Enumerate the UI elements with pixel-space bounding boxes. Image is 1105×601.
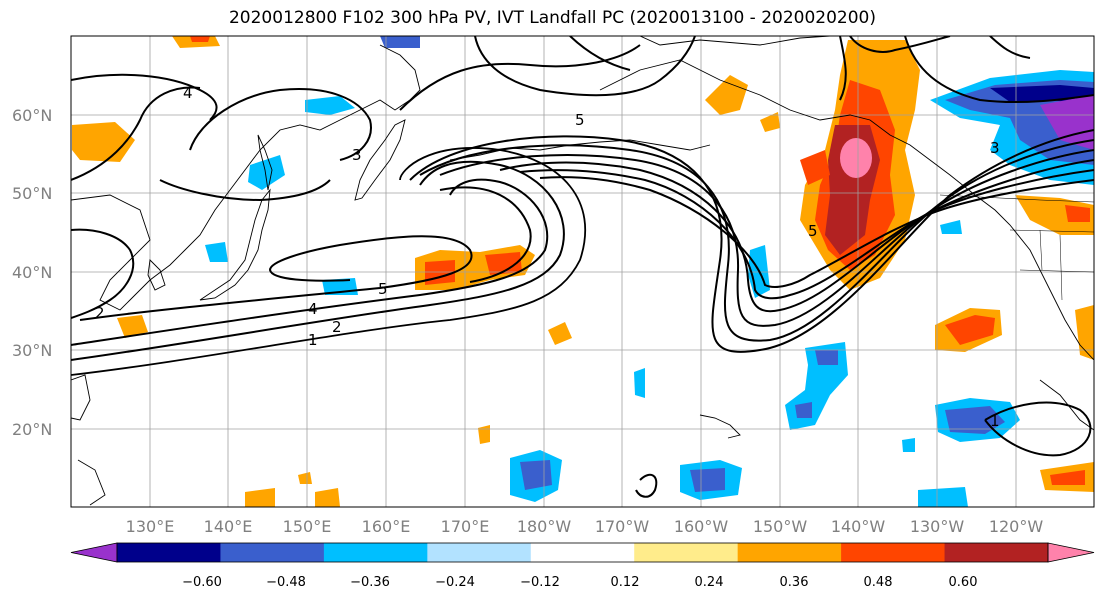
lon-label: 140°W xyxy=(831,517,886,536)
colorbar-tick-label: −0.36 xyxy=(350,575,390,590)
lon-label: 120°W xyxy=(989,517,1044,536)
colorbar-tick-label: 0.12 xyxy=(611,575,640,590)
colorbar xyxy=(70,542,1095,563)
contour-label: 3 xyxy=(352,146,362,164)
contour-label: 5 xyxy=(808,222,818,240)
contour-label: 3 xyxy=(990,139,1000,157)
contour-label: 5 xyxy=(575,111,585,129)
contour-label: 2 xyxy=(95,304,105,322)
colorbar-segment xyxy=(530,543,635,562)
hawaii xyxy=(699,414,741,439)
colorbar-extend-low xyxy=(70,542,118,563)
contour-label: 5 xyxy=(378,280,388,298)
aleutians xyxy=(449,139,711,161)
mexico xyxy=(1039,379,1094,431)
lon-label: 180°W xyxy=(517,517,572,536)
colorbar-frame xyxy=(116,542,1049,563)
lon-label: 170°W xyxy=(595,517,650,536)
colorbar-tick-label: −0.24 xyxy=(435,575,475,590)
colorbar-segment xyxy=(634,543,739,562)
sakhalin xyxy=(257,134,273,191)
map-plot-area: 4 3 5 5 4 2 1 2 5 3 1 xyxy=(71,36,1094,507)
lon-label: 160°W xyxy=(674,517,729,536)
lon-label: 150°E xyxy=(283,517,332,536)
contour-label: 4 xyxy=(183,84,193,102)
graticule xyxy=(71,36,1094,507)
alaska-coast xyxy=(599,59,1094,361)
colorbar-segment xyxy=(944,543,1049,562)
lat-label: 30°N xyxy=(12,341,52,360)
contour-label: 1 xyxy=(990,412,1000,430)
colorbar-segment xyxy=(220,543,325,562)
lat-label: 20°N xyxy=(12,420,52,439)
lon-label: 160°E xyxy=(362,517,411,536)
lat-label: 60°N xyxy=(12,106,52,125)
lon-label: 150°W xyxy=(753,517,808,536)
colorbar-tick-label: −0.12 xyxy=(520,575,560,590)
coastlines xyxy=(71,36,1094,506)
colorbar-extend-high xyxy=(1047,542,1095,563)
longitude-labels: 130°E 140°E 150°E 160°E 170°E 180°W 170°… xyxy=(126,517,1044,536)
asia-coast xyxy=(71,44,421,311)
kamchatka xyxy=(354,119,406,201)
latitude-labels: 60°N 50°N 40°N 30°N 20°N xyxy=(12,106,52,439)
lon-label: 130°E xyxy=(126,517,175,536)
korea xyxy=(147,259,166,291)
map-title: 2020012800 F102 300 hPa PV, IVT Landfall… xyxy=(228,8,876,28)
north-alaska xyxy=(639,36,831,46)
us-states xyxy=(1009,229,1094,301)
contour-label: 1 xyxy=(308,331,318,349)
map-frame xyxy=(70,35,1095,508)
colorbar-segment xyxy=(737,543,842,562)
colorbar-segment xyxy=(427,543,532,562)
colorbar-tick-label: 0.36 xyxy=(780,575,809,590)
pv-contours xyxy=(71,36,1094,498)
positive-anomaly-gulf-peak xyxy=(840,138,872,178)
colorbar-tick-label: 0.24 xyxy=(695,575,724,590)
colorbar-tick-label: −0.60 xyxy=(182,575,222,590)
colorbar-tick-label: 0.48 xyxy=(864,575,893,590)
lat-label: 40°N xyxy=(12,263,52,282)
taiwan-philippines xyxy=(71,374,106,506)
contour-label: 4 xyxy=(308,300,318,318)
japan xyxy=(199,188,271,301)
lon-label: 170°E xyxy=(441,517,490,536)
colorbar-tick-label: −0.48 xyxy=(266,575,306,590)
colorbar-segment xyxy=(841,543,946,562)
colorbar-segment xyxy=(323,543,428,562)
lon-label: 130°W xyxy=(910,517,965,536)
colorbar-tick-label: 0.60 xyxy=(949,575,978,590)
contour-labels: 4 3 5 5 4 2 1 2 5 3 1 xyxy=(95,84,1000,430)
lon-label: 140°E xyxy=(204,517,253,536)
colorbar-segment xyxy=(117,543,221,562)
contour-label: 2 xyxy=(332,318,342,336)
colorbar-labels: −0.60 −0.48 −0.36 −0.24 −0.12 0.12 0.24 … xyxy=(182,575,977,590)
lat-label: 50°N xyxy=(12,184,52,203)
